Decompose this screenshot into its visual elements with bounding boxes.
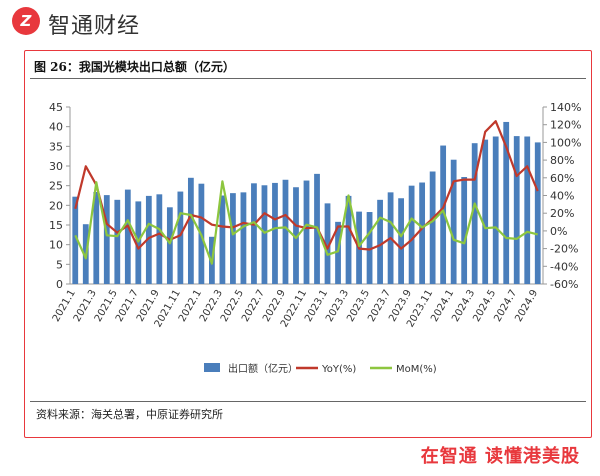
- bar: [324, 203, 331, 284]
- right-tick-label: -40%: [550, 260, 578, 273]
- bar: [513, 136, 520, 284]
- legend-label: MoM(%): [396, 364, 437, 375]
- bar: [335, 221, 341, 284]
- bar: [471, 143, 478, 284]
- bar: [450, 159, 457, 284]
- bar: [187, 177, 194, 284]
- right-tick-label: 120%: [550, 119, 581, 132]
- bar: [251, 183, 257, 284]
- legend-swatch-bar: [204, 363, 220, 372]
- right-tick-label: 100%: [550, 136, 581, 149]
- series-line-mom: [74, 180, 538, 265]
- bar: [230, 193, 236, 284]
- left-tick-label: 0: [56, 278, 63, 291]
- bar: [177, 191, 184, 284]
- left-tick-label: 20: [49, 199, 63, 212]
- bar: [124, 189, 131, 284]
- bar: [366, 212, 373, 284]
- bar: [303, 180, 310, 284]
- footer-slogan: 在智通 读懂港美股: [420, 446, 580, 467]
- right-tick-label: 0%: [550, 225, 567, 238]
- right-tick-label: -60%: [550, 278, 578, 291]
- figure-frame: [24, 50, 592, 438]
- bar: [293, 187, 299, 284]
- bar: [156, 194, 163, 284]
- bar: [135, 201, 142, 284]
- bar: [524, 136, 531, 284]
- bar: [492, 136, 499, 284]
- bar: [429, 171, 436, 284]
- bar: [72, 196, 79, 284]
- legend-label: YoY(%): [321, 364, 356, 375]
- bar: [261, 185, 268, 284]
- bar: [440, 145, 447, 284]
- bar: [461, 177, 468, 284]
- left-tick-label: 30: [49, 160, 63, 173]
- bar: [272, 182, 278, 284]
- bar: [377, 199, 383, 284]
- brand-name: 智通财经: [48, 14, 141, 39]
- figure-title: 图 26：我国光模块出口总额（亿元）: [34, 60, 235, 74]
- figure-source: 资料来源：海关总署，中原证券研究所: [36, 408, 223, 421]
- left-tick-label: 45: [49, 101, 63, 114]
- bar: [534, 142, 541, 284]
- series-line-yoy: [74, 120, 539, 251]
- bar: [219, 195, 226, 284]
- bar: [408, 185, 415, 284]
- title-divider: [30, 78, 586, 79]
- right-tick-label: 60%: [550, 172, 574, 185]
- bar: [503, 121, 510, 285]
- right-tick-label: 80%: [550, 154, 574, 167]
- bar: [345, 195, 352, 284]
- bar: [145, 195, 152, 284]
- left-tick-label: 35: [49, 140, 63, 153]
- brand-logo-icon: Z: [12, 7, 40, 35]
- left-tick-label: 25: [49, 180, 63, 193]
- bar: [114, 199, 121, 284]
- bar: [166, 207, 173, 284]
- left-tick-label: 15: [49, 219, 63, 232]
- bar: [240, 192, 247, 284]
- left-tick-label: 5: [56, 258, 63, 271]
- header: Z 智通财经: [0, 0, 600, 40]
- left-tick-label: 10: [49, 239, 63, 252]
- bar: [103, 195, 110, 284]
- bar: [482, 139, 489, 284]
- right-tick-label: -20%: [550, 243, 578, 256]
- right-tick-label: 40%: [550, 190, 574, 203]
- legend-label: 出口额（亿元）: [228, 362, 298, 375]
- bar: [398, 198, 404, 284]
- right-tick-label: 20%: [550, 207, 574, 220]
- bar: [282, 179, 289, 284]
- source-divider: [30, 401, 586, 402]
- right-tick-label: 140%: [550, 101, 581, 114]
- left-tick-label: 40: [49, 121, 63, 134]
- bar: [419, 182, 426, 284]
- bar: [93, 191, 100, 284]
